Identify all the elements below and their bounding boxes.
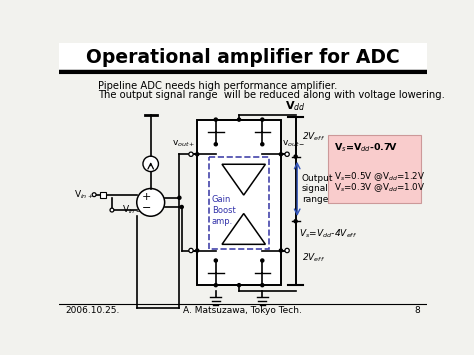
Text: V$_{in+}$: V$_{in+}$ — [74, 189, 94, 201]
Circle shape — [189, 152, 193, 157]
Circle shape — [143, 156, 158, 171]
Text: A. Matsuzawa, Tokyo Tech.: A. Matsuzawa, Tokyo Tech. — [183, 306, 302, 315]
Circle shape — [261, 259, 264, 262]
Text: V$_s$=0.3V @V$_{dd}$=1.0V: V$_s$=0.3V @V$_{dd}$=1.0V — [334, 181, 426, 194]
Text: 2V$_{eff}$: 2V$_{eff}$ — [302, 252, 325, 264]
Bar — [100, 192, 106, 198]
Circle shape — [261, 118, 264, 121]
Text: V$_{in-}$: V$_{in-}$ — [122, 204, 142, 216]
Circle shape — [237, 284, 241, 287]
Circle shape — [279, 249, 283, 252]
Circle shape — [196, 249, 199, 252]
Circle shape — [189, 248, 193, 253]
Circle shape — [294, 155, 297, 158]
Circle shape — [261, 284, 264, 287]
Bar — [209, 157, 269, 249]
Text: 2V$_{eff}$: 2V$_{eff}$ — [302, 130, 325, 143]
Circle shape — [237, 118, 241, 121]
Text: Gain
Boost
amp.: Gain Boost amp. — [212, 195, 236, 226]
Circle shape — [214, 143, 218, 146]
Circle shape — [214, 284, 218, 287]
Circle shape — [285, 248, 289, 253]
Text: V$_{dd}$: V$_{dd}$ — [285, 100, 306, 114]
Text: The output signal range  will be reduced along with voltage lowering.: The output signal range will be reduced … — [98, 89, 445, 99]
Circle shape — [180, 206, 183, 208]
Text: Output
signal
range: Output signal range — [302, 174, 333, 204]
Text: V$_s$=V$_{dd}$-0.7V: V$_s$=V$_{dd}$-0.7V — [334, 141, 399, 154]
Circle shape — [214, 118, 218, 121]
Bar — [328, 135, 421, 203]
Text: −: − — [142, 203, 152, 213]
Text: v$_{out-}$: v$_{out-}$ — [283, 138, 306, 149]
Text: V$_s$=0.5V @V$_{dd}$=1.2V: V$_s$=0.5V @V$_{dd}$=1.2V — [334, 170, 426, 183]
Circle shape — [137, 189, 164, 216]
Circle shape — [261, 143, 264, 146]
Text: 2006.10.25.: 2006.10.25. — [65, 306, 120, 315]
Bar — [197, 120, 281, 285]
Text: +: + — [142, 192, 152, 202]
Circle shape — [196, 153, 199, 156]
Circle shape — [214, 259, 218, 262]
Text: Pipeline ADC needs high performance amplifier.: Pipeline ADC needs high performance ampl… — [98, 81, 337, 91]
Circle shape — [294, 220, 297, 223]
Text: V$_s$=V$_{dd}$-4V$_{eff}$: V$_s$=V$_{dd}$-4V$_{eff}$ — [299, 227, 357, 240]
Circle shape — [178, 196, 181, 199]
Bar — [59, 43, 427, 71]
Circle shape — [285, 152, 289, 157]
Text: 8: 8 — [415, 306, 420, 315]
Circle shape — [92, 193, 96, 197]
Circle shape — [110, 208, 114, 212]
Circle shape — [279, 153, 283, 156]
Text: v$_{out+}$: v$_{out+}$ — [172, 138, 196, 149]
Text: Operational amplifier for ADC: Operational amplifier for ADC — [86, 48, 400, 67]
